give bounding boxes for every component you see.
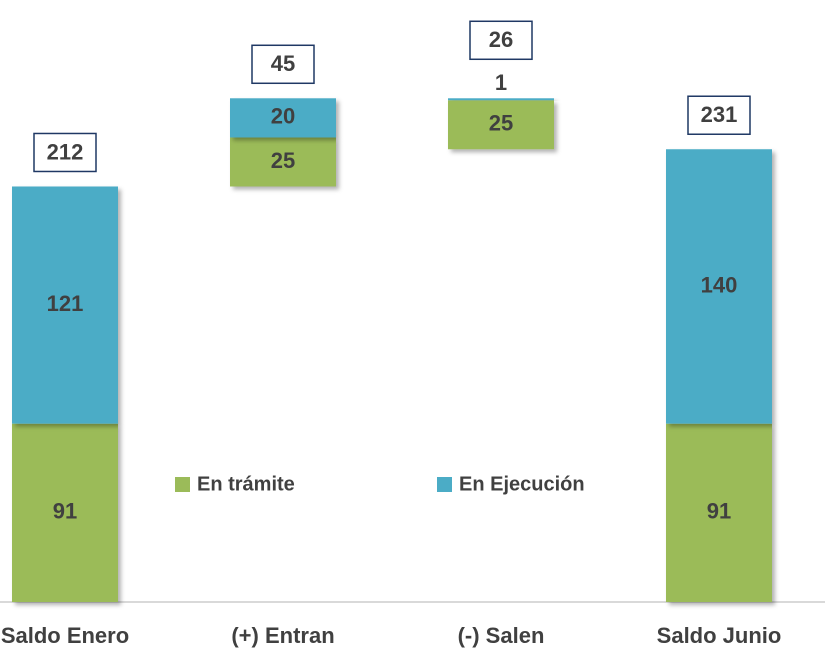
bar-segment [448, 100, 554, 150]
x-tick-label: Saldo Junio [657, 623, 782, 648]
value-label: 1 [495, 70, 507, 95]
bar-segment [12, 423, 118, 602]
x-tick-label: (+) Entran [231, 623, 334, 648]
value-label: 140 [701, 272, 738, 297]
legend-label: En Ejecución [459, 473, 585, 495]
value-label: 91 [53, 499, 77, 524]
total-label: 212 [47, 139, 84, 164]
value-label: 25 [489, 111, 513, 136]
total-box [251, 44, 315, 85]
legend-label: En trámite [197, 473, 295, 495]
total-box [33, 132, 97, 173]
x-tick-label: (-) Salen [458, 623, 545, 648]
x-tick-label: Saldo Enero [1, 623, 129, 648]
bar-segment [12, 186, 118, 424]
total-box [687, 95, 751, 135]
value-label: 121 [47, 291, 84, 316]
value-label: 25 [271, 148, 295, 173]
legend-swatch [175, 477, 190, 492]
total-label: 45 [271, 51, 295, 76]
bar-segment [230, 137, 336, 187]
total-label: 26 [489, 27, 513, 52]
legend-swatch [437, 477, 452, 492]
bar-segment [448, 98, 554, 101]
value-label: 91 [707, 499, 731, 524]
total-label: 231 [701, 102, 738, 127]
bar-segment [666, 149, 772, 424]
bar-segment [666, 423, 772, 602]
total-box [469, 20, 533, 61]
value-label: 20 [271, 104, 295, 129]
bar-segment [230, 98, 336, 138]
